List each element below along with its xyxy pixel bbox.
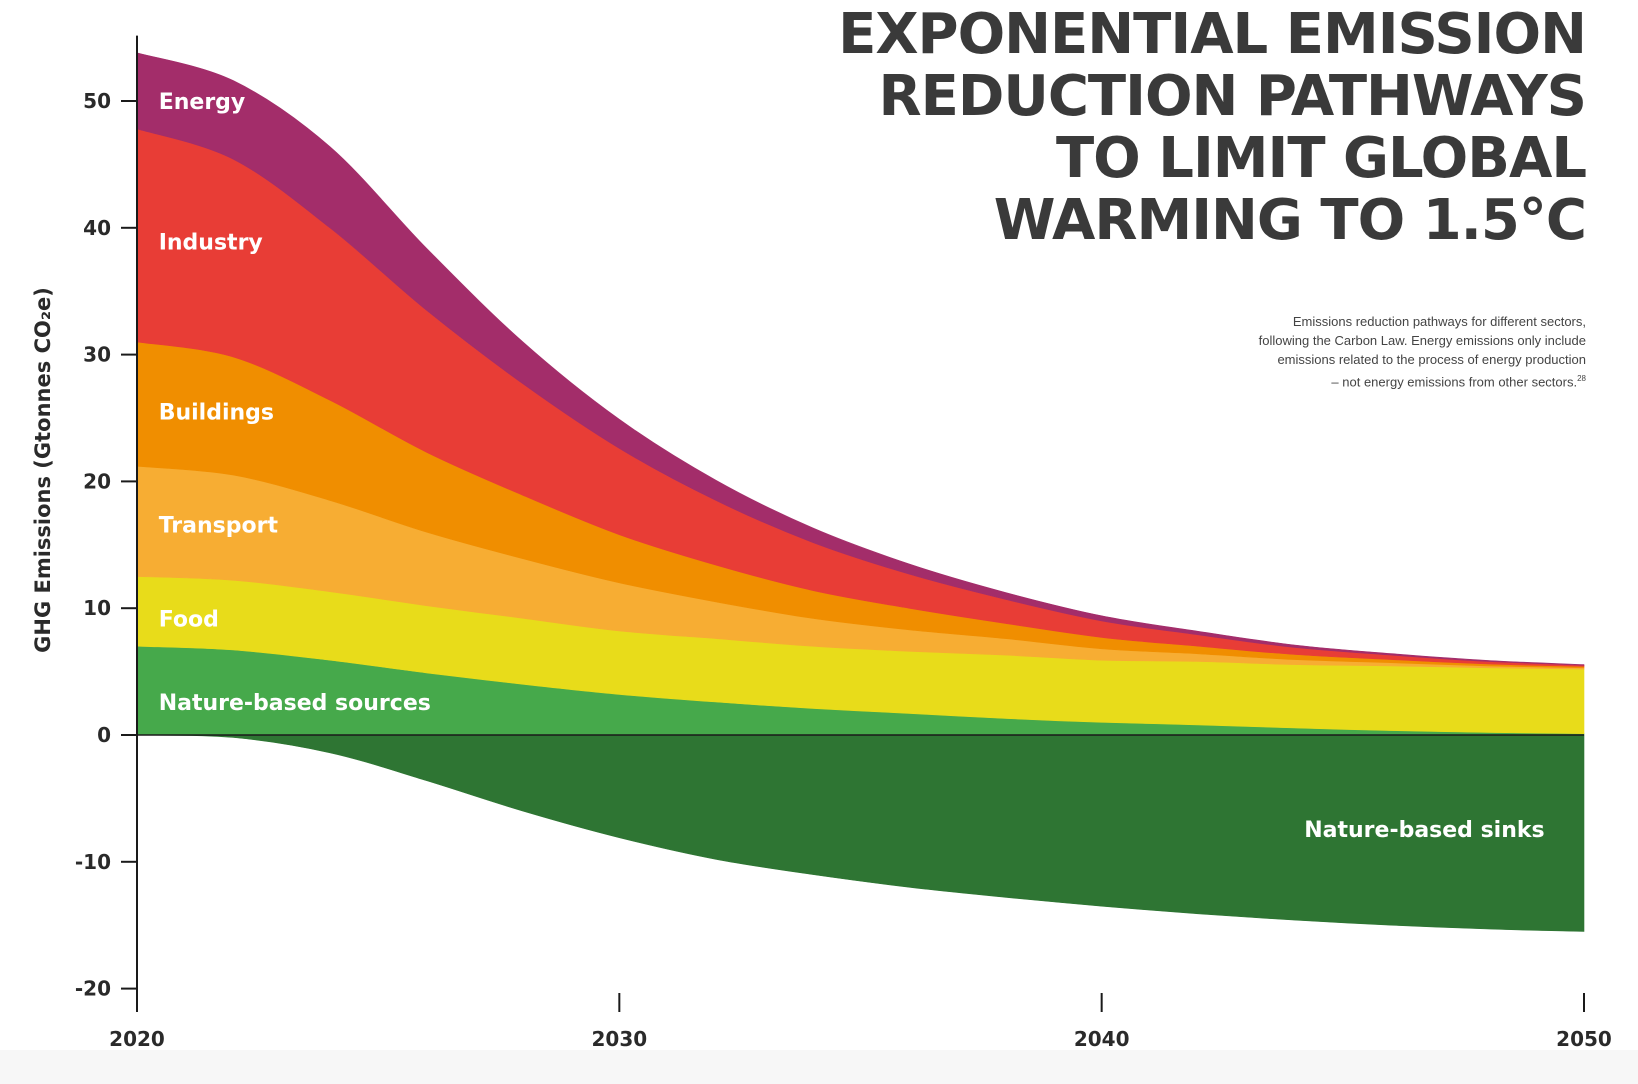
title-line-1: EXPONENTIAL EMISSION <box>838 2 1587 67</box>
y-tick-label: 0 <box>97 723 111 747</box>
area-energy <box>136 52 1585 666</box>
subtitle-line-3: emissions related to the process of ener… <box>1277 352 1586 367</box>
label-nature-based-sinks: Nature-based sinks <box>1304 818 1544 843</box>
y-tick-label: 10 <box>83 596 111 620</box>
title-line-2: REDUCTION PATHWAYS <box>878 64 1587 129</box>
title-line-3: TO LIMIT GLOBAL <box>1055 126 1587 191</box>
y-tick-label: -20 <box>75 977 111 1001</box>
footnote-marker: 28 <box>1577 374 1586 383</box>
bottom-strip <box>0 1050 1638 1084</box>
y-tick-label: 50 <box>83 89 111 113</box>
subtitle-line-4-text: – not energy emissions from other sector… <box>1331 374 1578 390</box>
x-tick-label: 2020 <box>109 1027 165 1051</box>
x-tick-label: 2040 <box>1074 1027 1130 1051</box>
label-nature-based-sources: Nature-based sources <box>159 691 431 716</box>
y-tick-label: -10 <box>75 850 111 874</box>
x-tick-label: 2030 <box>591 1027 647 1051</box>
y-tick-label: 30 <box>83 343 111 367</box>
chart-title: EXPONENTIAL EMISSION REDUCTION PATHWAYS … <box>686 2 1587 253</box>
subtitle-line-2: following the Carbon Law. Energy emissio… <box>1258 333 1586 348</box>
stacked-areas <box>136 52 1585 932</box>
y-tick-label: 20 <box>83 469 111 493</box>
label-buildings: Buildings <box>159 401 274 426</box>
subtitle-line-1: Emissions reduction pathways for differe… <box>1292 314 1586 329</box>
label-energy: Energy <box>159 90 246 115</box>
y-tick-label: 40 <box>83 216 111 240</box>
y-axis-title: GHG Emissions (Gtonnes CO₂e) <box>31 287 55 653</box>
chart-subtitle: Emissions reduction pathways for differe… <box>1106 312 1586 391</box>
x-tick-label: 2050 <box>1556 1027 1612 1051</box>
subtitle-line-4: – not energy emissions from other sector… <box>1106 369 1586 391</box>
label-food: Food <box>159 607 219 632</box>
series-labels: Nature-based sources Food Transport Buildin… <box>159 90 1545 843</box>
label-transport: Transport <box>159 514 279 539</box>
label-industry: Industry <box>159 231 263 256</box>
title-line-4: WARMING TO 1.5°C <box>993 188 1587 253</box>
